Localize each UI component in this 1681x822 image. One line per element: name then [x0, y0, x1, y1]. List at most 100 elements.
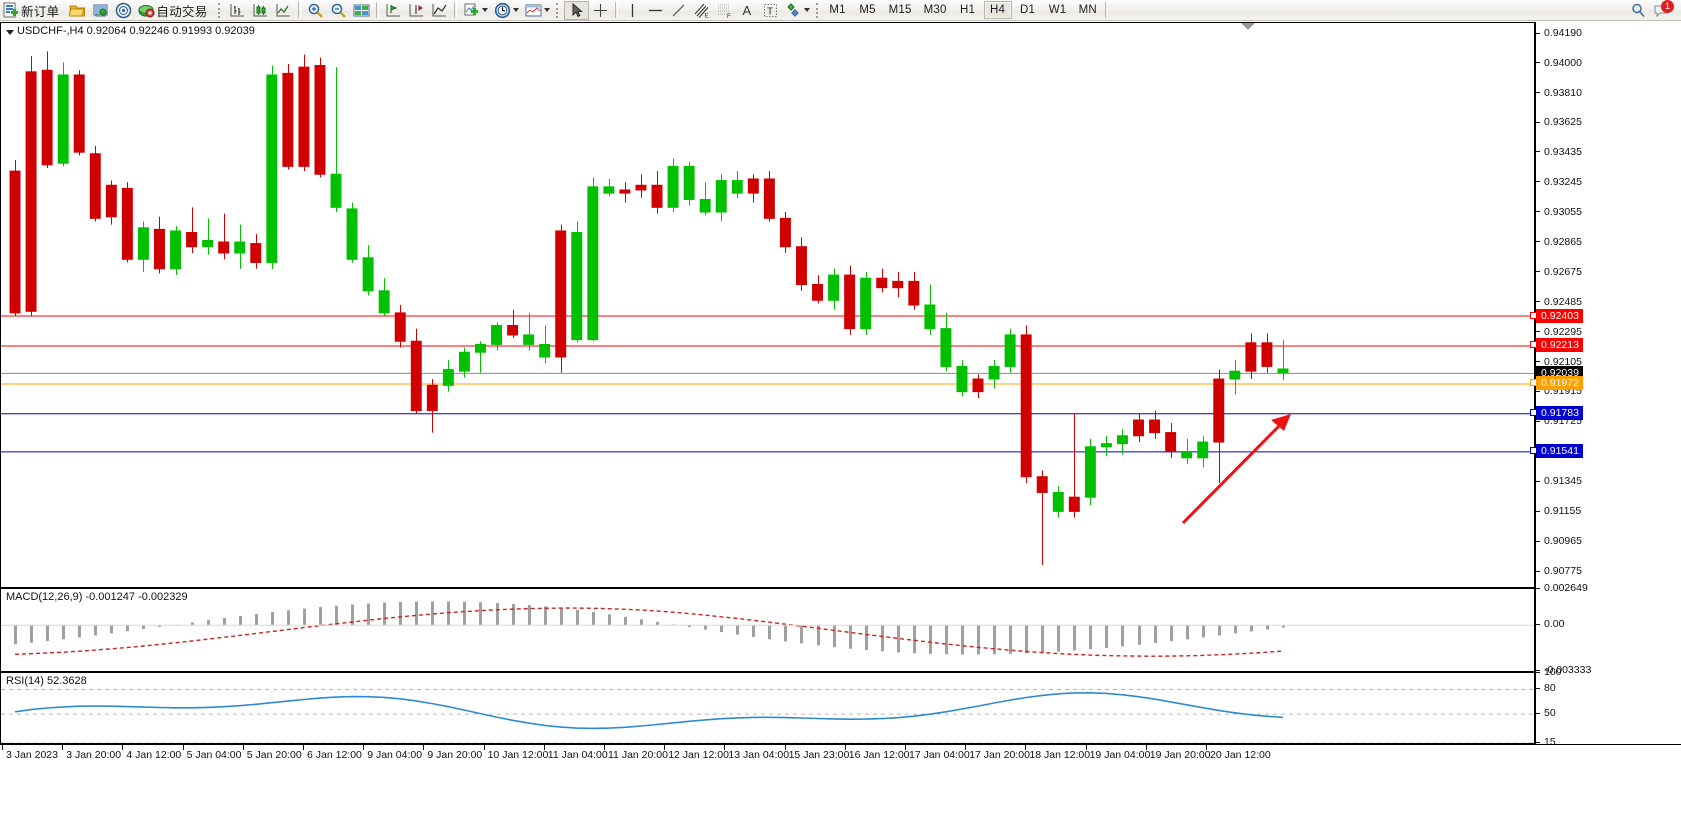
search-icon: [1630, 2, 1647, 19]
timeframe-mn[interactable]: MN: [1074, 1, 1102, 19]
toolbar-grip[interactable]: [815, 2, 821, 18]
alert-button[interactable]: 1: [1650, 0, 1674, 20]
rsi-pane[interactable]: RSI(14) 52.3628: [0, 672, 1535, 744]
time-tick: 3 Jan 2023: [2, 745, 58, 761]
periods-icon: [494, 2, 511, 19]
chart-scroll-handle[interactable]: [1241, 23, 1255, 30]
price-level-handle[interactable]: [1530, 311, 1537, 319]
grid-toggle-button[interactable]: [428, 1, 451, 20]
toolbar-right-group: 1: [1627, 0, 1681, 20]
price-level-handle[interactable]: [1530, 409, 1537, 417]
vertical-line-button[interactable]: [621, 1, 644, 20]
shift-end-icon: [385, 2, 402, 19]
autotrading-button[interactable]: 自动交易: [135, 1, 214, 20]
timeframe-d1[interactable]: D1: [1014, 1, 1042, 19]
toolbar-separator: [375, 2, 379, 18]
text-icon: A: [739, 2, 756, 19]
equidistant-channel-button[interactable]: E: [690, 1, 713, 20]
toolbar-separator: [614, 2, 618, 18]
trendline-icon: [670, 2, 687, 19]
timeframe-label: M1: [829, 4, 846, 16]
timeframe-w1[interactable]: W1: [1044, 1, 1072, 19]
svg-text:T: T: [767, 6, 773, 17]
time-tick: 10 Jan 12:00: [483, 745, 548, 761]
chart-area: USDCHF-,H4 0.92064 0.92246 0.91993 0.920…: [0, 22, 1681, 822]
candlestick-chart-button[interactable]: [249, 1, 272, 20]
fibonacci-icon: F: [716, 2, 733, 19]
shift-end-button[interactable]: [382, 1, 405, 20]
price-axis[interactable]: 0.94190 0.94000 0.93810 0.93625 0.93435 0.932…: [1530, 22, 1681, 747]
symbol-dropdown-arrow[interactable]: [6, 30, 14, 35]
price-level-tag-pivot[interactable]: 0.91972: [1530, 376, 1583, 391]
chevron-down-icon[interactable]: [803, 8, 810, 12]
auto-scroll-icon: [408, 2, 425, 19]
folder-button[interactable]: [66, 1, 89, 20]
folder-icon: [69, 2, 86, 19]
price-level-handle[interactable]: [1530, 341, 1537, 349]
market-watch-button[interactable]: [112, 1, 135, 20]
price-level-tag-support[interactable]: 0.91541: [1530, 444, 1583, 459]
search-button[interactable]: [1627, 1, 1650, 20]
cursor-button[interactable]: [563, 0, 589, 20]
indicators-button[interactable]: [460, 1, 491, 20]
zoom-out-button[interactable]: [327, 1, 350, 20]
macd-pane[interactable]: MACD(12,26,9) -0.001247 -0.002329: [0, 588, 1535, 672]
symbol-header: USDCHF-,H4 0.92064 0.92246 0.91993 0.920…: [17, 25, 255, 37]
price-level-handle[interactable]: [1530, 379, 1537, 387]
fibonacci-button[interactable]: F: [713, 1, 736, 20]
price-tick: 0.90965: [1536, 536, 1582, 546]
new-order-button[interactable]: 新订单: [0, 1, 66, 20]
chevron-down-icon[interactable]: [481, 8, 488, 12]
trendline-button[interactable]: [667, 1, 690, 20]
templates-button[interactable]: [522, 1, 553, 20]
line-chart-button[interactable]: [272, 1, 295, 20]
horizontal-line-button[interactable]: [644, 1, 667, 20]
price-level-handle[interactable]: [1530, 447, 1537, 455]
timeframe-h1[interactable]: H1: [954, 1, 982, 19]
price-level-tag-resistance[interactable]: 0.92213: [1530, 338, 1583, 353]
chevron-down-icon[interactable]: [512, 8, 519, 12]
crosshair-button[interactable]: [589, 1, 612, 20]
price-level-tag-last-price[interactable]: 0.92039: [1536, 365, 1583, 380]
toolbar-grip[interactable]: [217, 2, 223, 18]
price-pane[interactable]: USDCHF-,H4 0.92064 0.92246 0.91993 0.920…: [0, 22, 1535, 588]
price-level-tag-resistance[interactable]: 0.92403: [1530, 308, 1583, 323]
data-window-button[interactable]: [350, 1, 373, 20]
timeframe-h4[interactable]: H4: [983, 1, 1012, 19]
time-axis[interactable]: 3 Jan 2023 3 Jan 20:00 4 Jan 12:00 5 Jan 04…: [0, 744, 1681, 822]
time-tick: 6 Jan 12:00: [303, 745, 362, 761]
periods-button[interactable]: [491, 1, 522, 20]
bar-chart-button[interactable]: [226, 1, 249, 20]
new-order-icon: [3, 2, 20, 19]
timeframe-m5[interactable]: M5: [854, 1, 882, 19]
shapes-button[interactable]: [782, 1, 813, 20]
price-tick: 0.91155: [1536, 506, 1581, 516]
chevron-down-icon[interactable]: [543, 8, 550, 12]
macd-tick: 0.00: [1536, 619, 1564, 630]
svg-text:E: E: [704, 13, 708, 19]
rsi-plot: [1, 688, 1534, 743]
label-icon: T: [762, 2, 779, 19]
timeframe-label: H1: [960, 4, 976, 16]
time-tick: 13 Jan 04:00: [724, 745, 789, 761]
price-tick: 0.93435: [1536, 147, 1582, 157]
uptrend-arrow: [1181, 414, 1291, 525]
price-tick: 0.94000: [1536, 58, 1582, 68]
bar-chart-icon: [229, 2, 246, 19]
timeframe-m30[interactable]: M30: [919, 1, 952, 19]
profiles-button[interactable]: [89, 1, 112, 20]
zoom-in-button[interactable]: [304, 1, 327, 20]
timeframe-m1[interactable]: M1: [824, 1, 852, 19]
macd-tick: 0.002649: [1536, 583, 1588, 593]
toolbar-grip[interactable]: [555, 2, 561, 18]
auto-scroll-button[interactable]: [405, 1, 428, 20]
timeframe-m15[interactable]: M15: [884, 1, 917, 19]
time-tick: 12 Jan 12:00: [664, 745, 729, 761]
macd-plot: [1, 601, 1534, 657]
time-tick: 17 Jan 04:00: [905, 745, 970, 761]
macd-label: MACD(12,26,9) -0.001247 -0.002329: [6, 591, 188, 603]
price-level-tag-support[interactable]: 0.91783: [1530, 406, 1583, 421]
label-button[interactable]: T: [759, 1, 782, 20]
text-button[interactable]: A: [736, 1, 759, 20]
toolbar-separator: [1104, 2, 1108, 18]
